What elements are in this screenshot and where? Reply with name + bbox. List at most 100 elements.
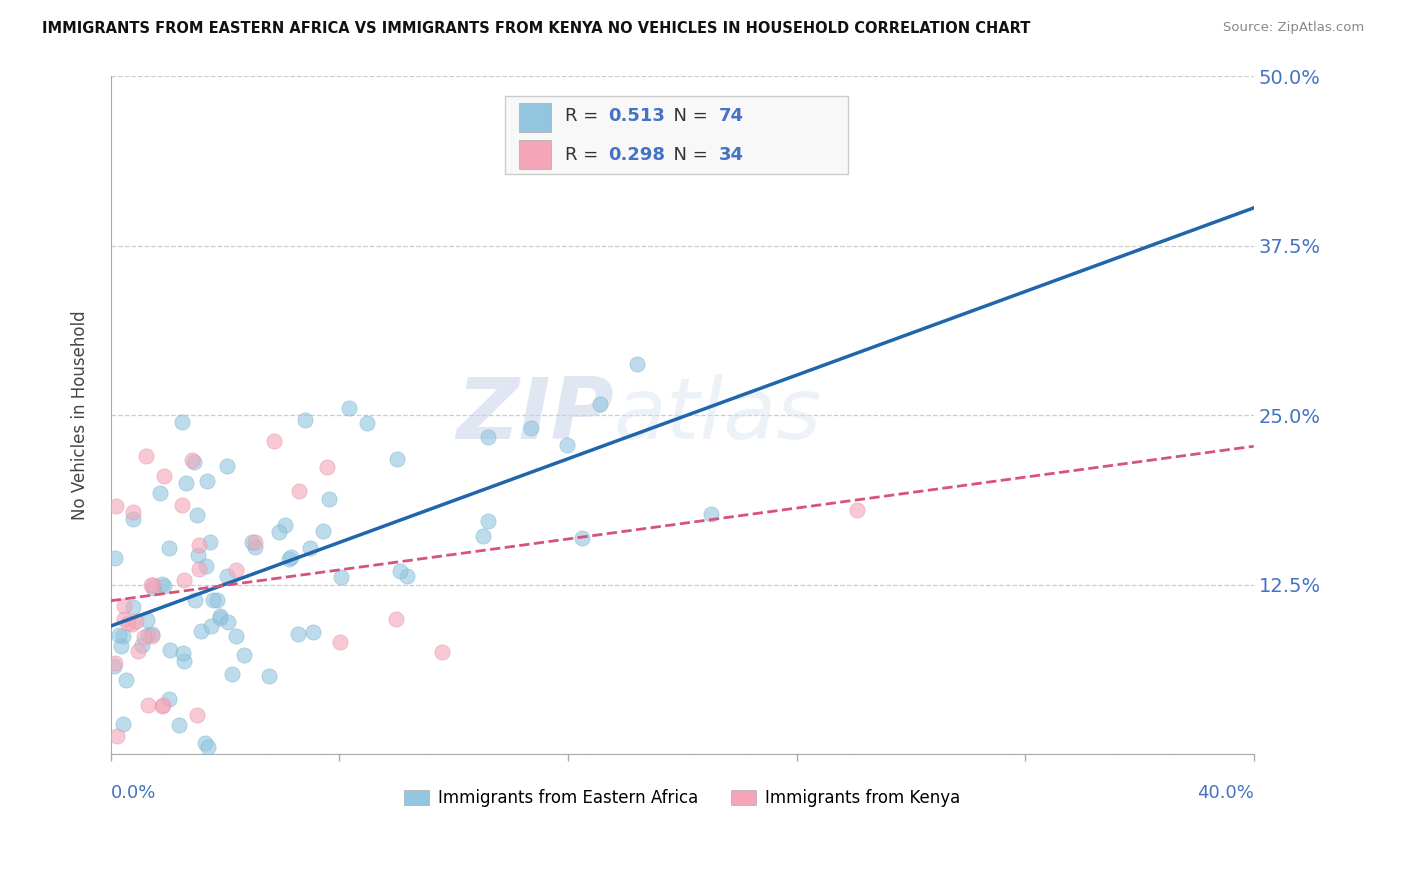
- Point: [299, 541, 322, 555]
- Text: 74: 74: [718, 107, 744, 125]
- Point: [194, 559, 217, 574]
- Point: [104, 656, 127, 670]
- Point: [186, 508, 208, 523]
- Point: [108, 628, 131, 642]
- Point: [112, 612, 135, 626]
- Point: [195, 475, 218, 489]
- Point: [141, 578, 163, 592]
- Point: [112, 629, 135, 643]
- Point: [115, 673, 138, 687]
- Point: [217, 615, 239, 629]
- Point: [135, 449, 157, 463]
- Point: [111, 717, 134, 731]
- Point: [385, 611, 408, 625]
- Point: [142, 581, 165, 595]
- Point: [105, 499, 128, 513]
- Point: [121, 616, 143, 631]
- Point: [110, 639, 132, 653]
- Point: [132, 631, 155, 645]
- Point: [269, 525, 291, 540]
- Point: [294, 413, 316, 427]
- Text: R =: R =: [565, 107, 603, 125]
- Point: [121, 600, 143, 615]
- Text: 0.298: 0.298: [607, 145, 665, 164]
- Point: [190, 624, 212, 638]
- Point: [172, 646, 194, 660]
- Point: [555, 438, 578, 452]
- Point: [626, 357, 648, 371]
- FancyBboxPatch shape: [505, 96, 848, 174]
- Point: [194, 736, 217, 750]
- Point: [125, 615, 148, 629]
- Point: [181, 452, 204, 467]
- Point: [329, 635, 352, 649]
- Point: [122, 511, 145, 525]
- Point: [301, 625, 323, 640]
- Point: [233, 648, 256, 662]
- Point: [217, 568, 239, 582]
- Text: N =: N =: [662, 107, 713, 125]
- Point: [846, 503, 869, 517]
- Text: 0.0%: 0.0%: [111, 784, 156, 802]
- Point: [167, 718, 190, 732]
- Point: [243, 540, 266, 554]
- Point: [287, 627, 309, 641]
- Point: [105, 729, 128, 743]
- Point: [240, 534, 263, 549]
- Point: [141, 626, 163, 640]
- Point: [472, 529, 495, 543]
- Y-axis label: No Vehicles in Household: No Vehicles in Household: [72, 310, 89, 520]
- Text: IMMIGRANTS FROM EASTERN AFRICA VS IMMIGRANTS FROM KENYA NO VEHICLES IN HOUSEHOLD: IMMIGRANTS FROM EASTERN AFRICA VS IMMIGR…: [42, 21, 1031, 36]
- Text: 40.0%: 40.0%: [1197, 784, 1254, 802]
- Point: [217, 458, 239, 473]
- Point: [152, 698, 174, 712]
- Point: [477, 429, 499, 443]
- Point: [699, 507, 721, 521]
- Point: [104, 551, 127, 566]
- Point: [141, 629, 163, 643]
- Point: [200, 619, 222, 633]
- Point: [201, 593, 224, 607]
- Point: [173, 574, 195, 588]
- Point: [157, 692, 180, 706]
- Text: R =: R =: [565, 145, 603, 164]
- Point: [263, 434, 285, 448]
- Point: [173, 654, 195, 668]
- Point: [153, 579, 176, 593]
- Point: [385, 451, 408, 466]
- Point: [198, 534, 221, 549]
- Point: [184, 593, 207, 607]
- Point: [520, 420, 543, 434]
- Point: [225, 628, 247, 642]
- Point: [157, 541, 180, 555]
- Point: [159, 642, 181, 657]
- Point: [477, 514, 499, 528]
- Point: [187, 548, 209, 562]
- Text: 0.513: 0.513: [607, 107, 665, 125]
- Point: [356, 416, 378, 430]
- Point: [221, 667, 243, 681]
- Point: [136, 698, 159, 712]
- Point: [112, 599, 135, 613]
- Point: [150, 699, 173, 714]
- Point: [329, 570, 352, 584]
- Point: [225, 563, 247, 577]
- Point: [257, 669, 280, 683]
- Point: [209, 610, 232, 624]
- Point: [396, 569, 419, 583]
- Point: [315, 459, 337, 474]
- Legend: Immigrants from Eastern Africa, Immigrants from Kenya: Immigrants from Eastern Africa, Immigran…: [398, 782, 967, 814]
- Point: [135, 614, 157, 628]
- Point: [432, 645, 454, 659]
- Point: [280, 549, 302, 564]
- Point: [174, 475, 197, 490]
- Point: [141, 578, 163, 592]
- Point: [172, 416, 194, 430]
- Point: [117, 615, 139, 630]
- Bar: [519, 103, 551, 132]
- Point: [188, 562, 211, 576]
- Point: [186, 707, 208, 722]
- Point: [571, 531, 593, 545]
- Point: [589, 397, 612, 411]
- Point: [188, 538, 211, 552]
